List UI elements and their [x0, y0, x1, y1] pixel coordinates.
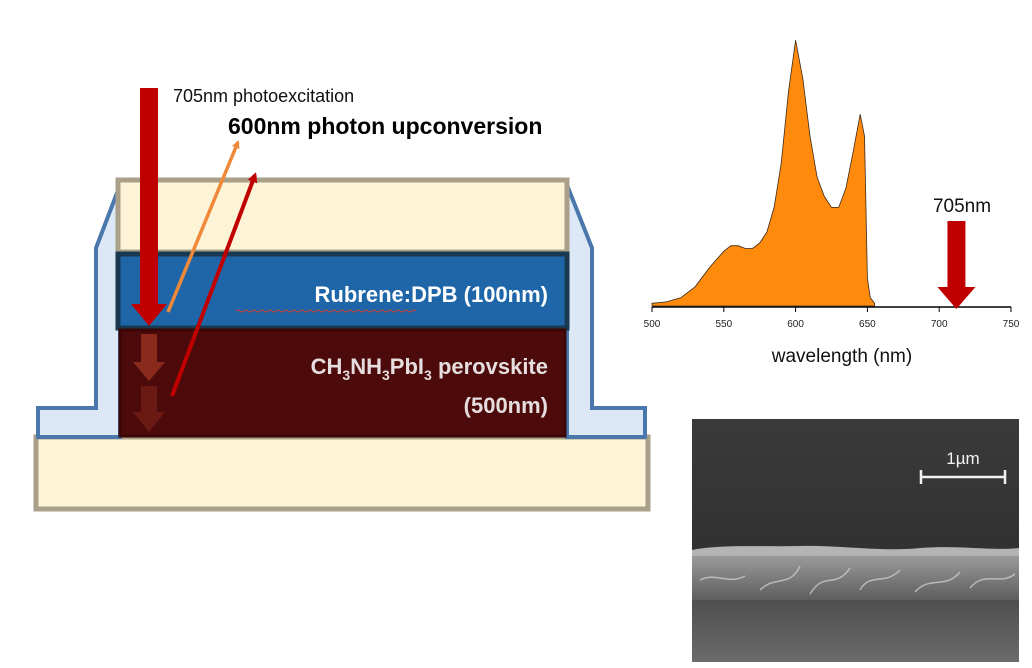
- x-tick-label: 750: [1003, 319, 1020, 330]
- encapsulation-left: [36, 184, 122, 439]
- sem-film: [692, 556, 1019, 600]
- encapsulation-right: [565, 184, 647, 439]
- spell-underline: [235, 309, 417, 313]
- perovskite-layer: [118, 328, 567, 438]
- marker-label: 705nm: [933, 196, 991, 217]
- x-tick-label: 650: [859, 319, 876, 330]
- sem-substrate: [692, 600, 1019, 662]
- absorption-arrow-lower: [133, 386, 165, 432]
- x-tick-label: 500: [644, 319, 661, 330]
- excitation-label: 705nm photoexcitation: [173, 86, 354, 106]
- device-schematic: Rubrene:DPB (100nm) CH3NH3PbI3 perovskit…: [33, 86, 651, 512]
- x-tick-label: 550: [715, 319, 732, 330]
- top-cover: [115, 177, 570, 255]
- perovskite-thickness-label: (500nm): [464, 393, 548, 418]
- perovskite-formula-part: NH: [350, 354, 382, 379]
- perovskite-layer-label: CH3NH3PbI3 perovskite: [311, 354, 548, 383]
- x-axis-ticks: 500 550 600 650 700 750: [644, 307, 1020, 330]
- x-axis-title: wavelength (nm): [771, 346, 912, 367]
- perovskite-formula-sub: 3: [382, 367, 390, 383]
- excitation-wavelength-arrow: [937, 221, 976, 309]
- x-tick-label: 700: [931, 319, 948, 330]
- scale-bar-label: 1µm: [946, 449, 979, 468]
- rubrene-layer: [115, 251, 570, 331]
- rubrene-layer-label: Rubrene:DPB (100nm): [315, 282, 548, 307]
- substrate: [33, 434, 651, 512]
- upconversion-emission-arrow: [170, 172, 258, 397]
- perovskite-formula-sub: 3: [342, 367, 350, 383]
- emission-spectrum-chart: 500 550 600 650 700 750 wavelength (nm) 705nm: [644, 40, 1020, 367]
- perovskite-formula-part: PbI: [390, 354, 424, 379]
- excitation-arrow: [131, 88, 167, 326]
- perovskite-formula-part: CH: [311, 354, 343, 379]
- spectrum-area: [651, 40, 875, 307]
- upconversion-arrow: [166, 140, 240, 313]
- x-tick-label: 600: [787, 319, 804, 330]
- sem-micrograph: 1µm: [692, 419, 1019, 662]
- upconversion-label: 600nm photon upconversion: [228, 113, 542, 139]
- perovskite-formula-part: perovskite: [432, 354, 548, 379]
- absorption-arrow-upper: [133, 334, 165, 381]
- sem-film-texture: [699, 565, 1016, 595]
- perovskite-formula-sub: 3: [424, 367, 432, 383]
